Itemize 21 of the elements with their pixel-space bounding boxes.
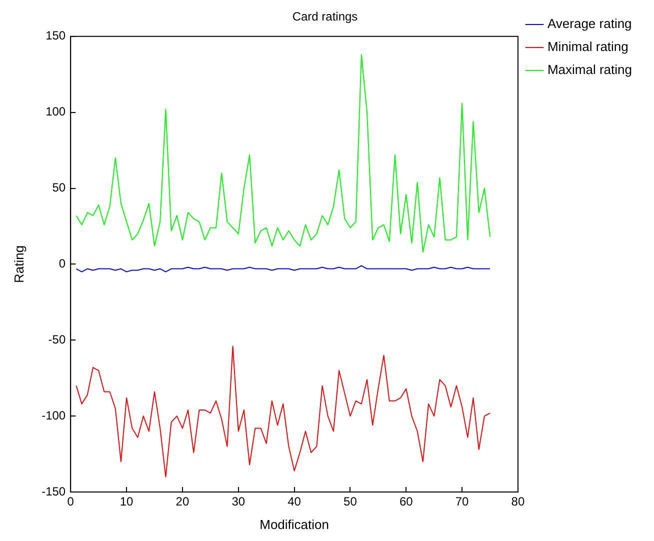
legend-label: Minimal rating <box>547 39 628 54</box>
x-axis-title: Modification <box>260 516 329 532</box>
x-tick-label: 40 <box>288 494 302 509</box>
y-tick-label: 100 <box>46 104 66 119</box>
x-tick-label: 30 <box>232 494 246 509</box>
x-tick-label: 70 <box>455 494 470 509</box>
x-tick-label: 50 <box>344 494 358 509</box>
y-tick-label: 50 <box>52 180 66 195</box>
x-tick-label: 10 <box>120 494 134 509</box>
x-tick-label: 60 <box>399 494 414 509</box>
x-tick-label: 20 <box>176 494 190 509</box>
y-tick-label: 0 <box>58 256 66 271</box>
y-axis-title: Rating <box>11 245 26 283</box>
x-tick-label: 80 <box>511 494 525 509</box>
y-tick-label: 150 <box>46 28 66 43</box>
legend-label: Average rating <box>547 16 632 32</box>
y-tick-label: -100 <box>42 408 66 422</box>
y-tick-label: -150 <box>42 484 66 498</box>
y-tick-label: -50 <box>48 332 66 346</box>
chart-title: Card ratings <box>292 10 358 24</box>
legend-label: Maximal rating <box>547 62 632 78</box>
